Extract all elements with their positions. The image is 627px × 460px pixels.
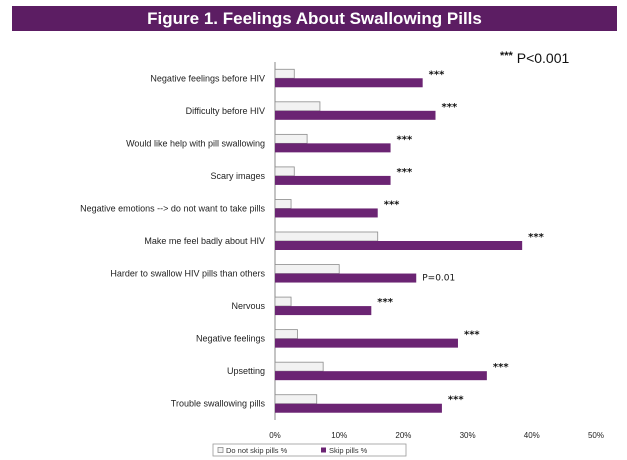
category-label: Would like help with pill swallowing (126, 138, 265, 148)
significance-annotation: *** (377, 297, 393, 308)
significance-annotation: *** (448, 395, 464, 406)
category-label: Harder to swallow HIV pills than others (110, 269, 265, 279)
bar-do-not-skip (274, 199, 292, 209)
category-label: Make me feel badly about HIV (144, 236, 265, 246)
legend-label-skip: Skip pills % (329, 446, 368, 455)
significance-annotation: *** (464, 330, 480, 341)
bar-do-not-skip (274, 166, 295, 177)
chart-title: Figure 1. Feelings About Swallowing Pill… (147, 9, 482, 28)
significance-annotation: *** (429, 69, 445, 80)
category-label: Negative feelings before HIV (150, 73, 265, 83)
significance-annotation: *** (442, 102, 458, 113)
bar-skip (275, 241, 523, 250)
bar-skip (275, 306, 372, 316)
significance-annotation: *** (384, 199, 400, 210)
significance-annotation: *** (528, 232, 544, 243)
x-tick-label: 50% (588, 431, 604, 440)
category-label: Nervous (231, 301, 265, 311)
bar-do-not-skip (274, 361, 324, 372)
bar-skip (275, 175, 391, 185)
bar-skip (275, 273, 417, 283)
bar-do-not-skip (274, 296, 292, 307)
bar-do-not-skip (274, 68, 295, 79)
legend-swatch-skip (321, 447, 326, 453)
bar-skip (275, 338, 458, 348)
legend-swatch-do-not-skip (217, 447, 224, 453)
category-label: Scary images (210, 171, 265, 181)
significance-annotation: *** (397, 167, 413, 178)
x-tick-label: 30% (460, 431, 476, 440)
significance-annotation: *** (493, 362, 509, 373)
x-tick-label: 0% (269, 431, 281, 440)
bar-do-not-skip (274, 329, 298, 340)
bar-skip (275, 143, 391, 153)
bar-skip (275, 110, 436, 120)
bar-do-not-skip (274, 231, 379, 242)
significance-stars: *** (500, 50, 513, 62)
category-label: Negative feelings (196, 334, 266, 344)
bar-do-not-skip (274, 394, 318, 405)
bar-skip (275, 78, 423, 88)
category-label: Negative emotions --> do not want to tak… (80, 203, 265, 213)
significance-annotation: P=0.01 (422, 274, 455, 284)
bar-do-not-skip (274, 133, 308, 144)
significance-text: P<0.001 (516, 50, 570, 66)
bar-skip (275, 371, 487, 381)
legend-box (212, 443, 407, 457)
legend-label-do-not-skip: Do not skip pills % (226, 446, 288, 455)
category-label: Difficulty before HIV (186, 106, 265, 116)
bar-skip (275, 403, 442, 413)
significance-note: *** P<0.001 (500, 50, 569, 66)
category-label: Upsetting (227, 366, 265, 376)
bar-skip (275, 208, 378, 218)
significance-annotation: *** (397, 134, 413, 145)
x-tick-label: 10% (331, 431, 347, 440)
x-tick-label: 20% (395, 431, 411, 440)
bar-do-not-skip (274, 264, 340, 274)
x-tick-label: 40% (524, 431, 540, 440)
title-banner: Figure 1. Feelings About Swallowing Pill… (12, 6, 617, 31)
bar-do-not-skip (274, 101, 321, 112)
category-label: Trouble swallowing pills (171, 399, 266, 409)
